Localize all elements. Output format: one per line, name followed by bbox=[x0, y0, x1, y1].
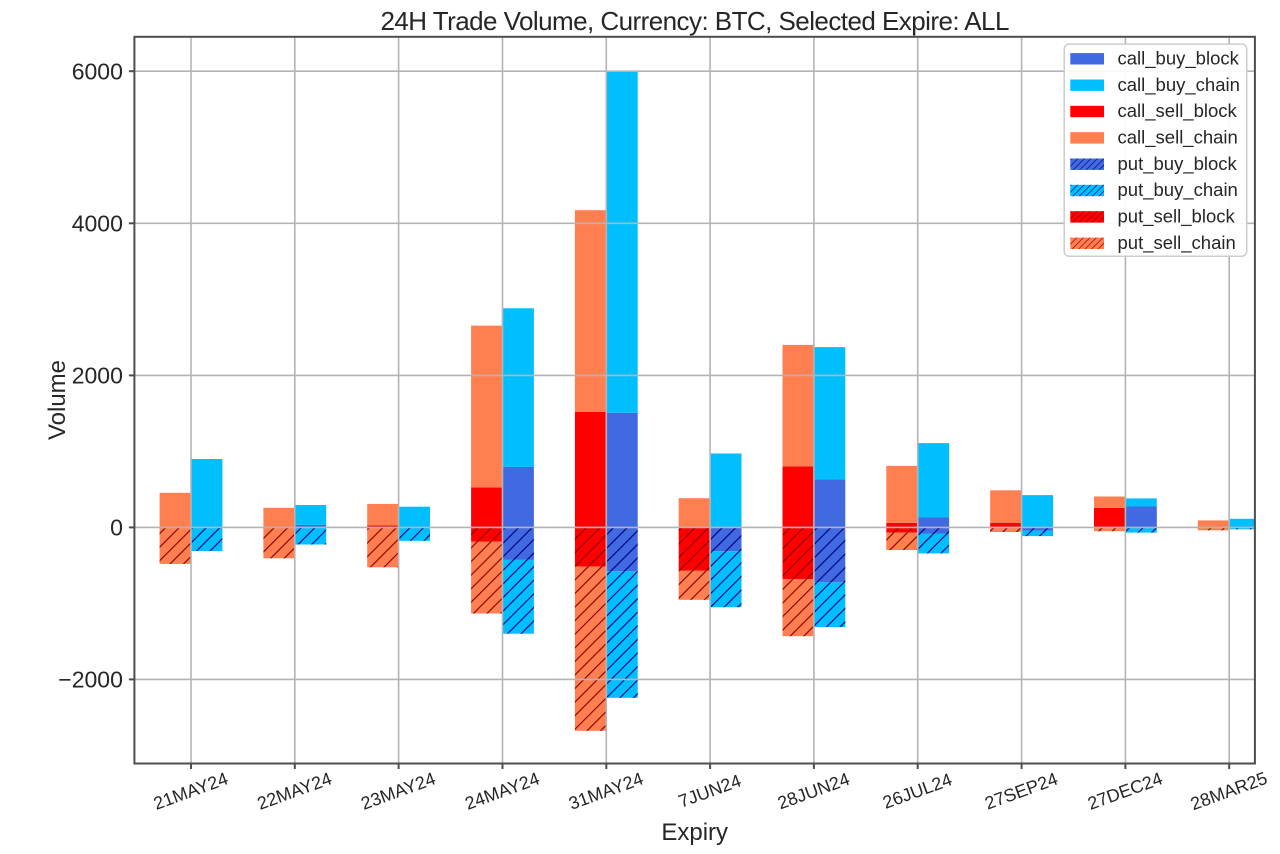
svg-text:0: 0 bbox=[110, 515, 123, 541]
svg-text:2000: 2000 bbox=[72, 363, 123, 389]
svg-text:Volume: Volume bbox=[44, 360, 71, 440]
svg-text:put_sell_chain: put_sell_chain bbox=[1118, 232, 1236, 254]
svg-text:call_buy_chain: call_buy_chain bbox=[1118, 74, 1240, 96]
svg-text:−2000: −2000 bbox=[58, 667, 123, 693]
svg-text:put_sell_block: put_sell_block bbox=[1118, 206, 1236, 228]
svg-text:6000: 6000 bbox=[72, 59, 123, 85]
svg-text:call_buy_block: call_buy_block bbox=[1118, 47, 1240, 69]
svg-text:put_buy_chain: put_buy_chain bbox=[1118, 179, 1238, 201]
svg-text:Expiry: Expiry bbox=[661, 819, 728, 846]
svg-text:call_sell_block: call_sell_block bbox=[1118, 100, 1238, 122]
svg-text:4000: 4000 bbox=[72, 211, 123, 237]
svg-text:call_sell_chain: call_sell_chain bbox=[1118, 126, 1238, 148]
svg-text:put_buy_block: put_buy_block bbox=[1118, 153, 1238, 175]
svg-text:24H Trade Volume, Currency: BT: 24H Trade Volume, Currency: BTC, Selecte… bbox=[380, 6, 1008, 36]
